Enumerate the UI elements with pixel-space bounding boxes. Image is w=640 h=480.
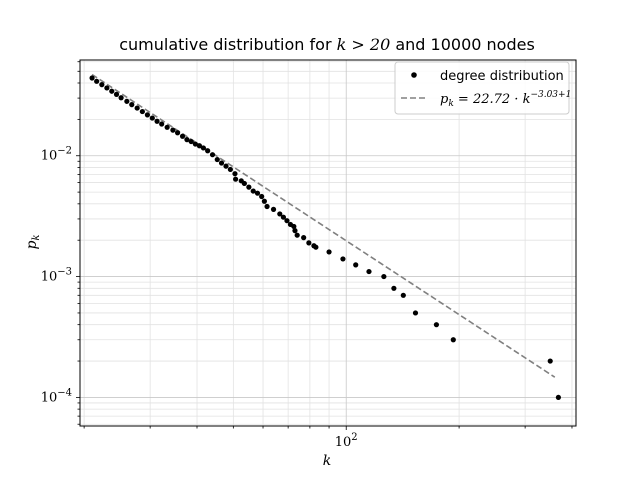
legend-marker-icon bbox=[411, 72, 417, 78]
data-point bbox=[284, 218, 290, 224]
data-point bbox=[196, 143, 203, 149]
data-point bbox=[205, 148, 211, 154]
data-point bbox=[184, 137, 190, 143]
data-point bbox=[261, 198, 267, 204]
data-point bbox=[139, 108, 145, 115]
data-point bbox=[218, 160, 225, 166]
y-tick-label: 10−4 bbox=[41, 387, 72, 405]
data-point bbox=[113, 91, 120, 97]
data-point bbox=[89, 75, 95, 81]
data-point bbox=[259, 193, 265, 200]
data-point bbox=[94, 78, 100, 84]
data-point bbox=[174, 130, 181, 136]
legend-box bbox=[394, 61, 570, 115]
data-points bbox=[89, 75, 562, 401]
data-point bbox=[188, 138, 194, 145]
data-point bbox=[179, 133, 186, 139]
data-point bbox=[250, 188, 256, 194]
data-point bbox=[254, 190, 261, 196]
data-point bbox=[391, 285, 397, 291]
title-prefix: cumulative distribution for bbox=[119, 35, 336, 54]
y-tick-label: 10−3 bbox=[41, 267, 72, 285]
data-point bbox=[381, 273, 387, 280]
data-point bbox=[326, 249, 332, 255]
data-point bbox=[264, 203, 270, 210]
data-point bbox=[118, 95, 124, 101]
data-point bbox=[159, 121, 165, 127]
data-point bbox=[232, 171, 238, 177]
data-point bbox=[306, 240, 312, 246]
data-point bbox=[340, 256, 346, 262]
data-point bbox=[129, 102, 135, 108]
data-point bbox=[99, 82, 105, 88]
legend-entry-degree: degree distribution bbox=[440, 69, 564, 84]
data-point bbox=[547, 358, 553, 364]
data-point bbox=[164, 124, 170, 130]
title-suffix: and 10000 nodes bbox=[390, 35, 535, 54]
fit-line bbox=[91, 73, 556, 378]
legend: degree distribution pk = 22.72 · k−3.03+… bbox=[394, 61, 571, 115]
data-point bbox=[109, 88, 115, 94]
x-axis-label: k bbox=[323, 453, 331, 469]
data-point bbox=[246, 184, 252, 190]
title-math: k > 20 bbox=[337, 35, 391, 54]
y-axis-label: pk bbox=[24, 234, 42, 249]
data-point bbox=[227, 166, 233, 173]
data-point bbox=[170, 127, 176, 133]
data-point bbox=[214, 156, 220, 163]
data-point bbox=[124, 98, 130, 104]
data-point bbox=[154, 118, 160, 124]
data-point bbox=[313, 244, 319, 250]
data-point bbox=[233, 176, 239, 182]
legend-entry-fit: pk = 22.72 · k−3.03+1 bbox=[440, 90, 571, 109]
data-point bbox=[277, 211, 283, 217]
data-point bbox=[366, 268, 372, 275]
data-point bbox=[270, 206, 277, 212]
data-point bbox=[149, 115, 155, 121]
y-tick-label: 10−2 bbox=[41, 146, 72, 164]
data-point bbox=[294, 232, 300, 238]
data-point bbox=[192, 141, 198, 147]
data-point bbox=[144, 112, 151, 118]
data-point bbox=[433, 322, 440, 328]
data-point bbox=[450, 337, 456, 343]
data-point bbox=[353, 262, 359, 268]
x-tick-label: 102 bbox=[335, 432, 358, 450]
data-point bbox=[412, 310, 419, 316]
data-point bbox=[200, 145, 206, 151]
chart-title: cumulative distribution for k > 20 and 1… bbox=[119, 35, 535, 54]
data-point bbox=[291, 223, 297, 230]
data-point bbox=[292, 228, 298, 234]
data-point bbox=[209, 152, 216, 158]
data-point bbox=[400, 292, 406, 298]
tick-labels: 102 10−4 10−3 10−2 bbox=[41, 146, 358, 450]
plot-area bbox=[79, 59, 577, 427]
data-point bbox=[241, 180, 247, 187]
data-point bbox=[555, 394, 562, 401]
axis-ticks bbox=[76, 61, 573, 430]
data-point bbox=[301, 235, 307, 241]
data-point bbox=[223, 163, 229, 169]
major-grid bbox=[80, 60, 576, 426]
data-point bbox=[134, 105, 140, 111]
data-point bbox=[280, 214, 287, 220]
data-point bbox=[104, 85, 110, 91]
